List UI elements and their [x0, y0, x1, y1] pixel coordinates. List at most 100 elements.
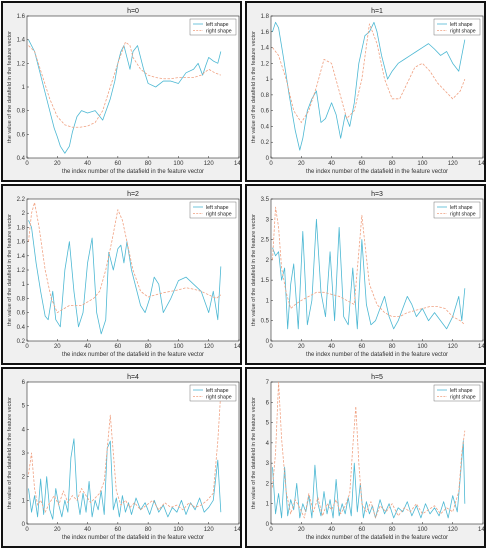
chart-svg: h=1 0 20 40 60 80 100 120 140 0 0.2 0.4 0.6 0.8 1 1.2 1.…	[251, 8, 484, 175]
y-tick-label: 3	[22, 451, 26, 457]
x-tick-label: 140	[478, 527, 484, 533]
x-tick-label: 60	[115, 161, 122, 167]
x-tick-label: 40	[328, 344, 335, 350]
x-tick-label: 20	[54, 527, 61, 533]
chart-svg: h=5 0 20 40 60 80 100 120 140 0 1 2 3 4 5 6 7 the index n…	[251, 374, 484, 541]
x-tick-label: 100	[417, 527, 428, 533]
plot-area	[270, 15, 484, 159]
x-tick-label: 0	[269, 527, 273, 533]
series-line-right-shape	[28, 391, 222, 513]
x-tick-label: 120	[448, 161, 459, 167]
legend-entry: right shape	[206, 211, 232, 217]
legend-entry: left shape	[450, 22, 473, 28]
y-tick-label: 1	[266, 502, 270, 508]
y-tick-label: 1.6	[261, 30, 270, 36]
y-axis-label: the value of the datafield in the featur…	[251, 214, 257, 326]
x-tick-label: 60	[359, 527, 366, 533]
y-tick-label: 1	[22, 498, 26, 504]
series-line-left-shape	[272, 440, 466, 519]
x-tick-label: 20	[298, 161, 305, 167]
legend-entry: left shape	[206, 22, 229, 28]
chart-panel-0: h=0 0 20 40 60 80 100 120 140 0.4 0.6 0.8 1 1.2 1.4 1.6…	[1, 1, 242, 182]
y-tick-label: 3	[266, 461, 270, 467]
y-tick-label: 1.4	[261, 46, 270, 52]
y-axis-label: the value of the datafield in the featur…	[7, 214, 13, 326]
x-tick-label: 100	[173, 161, 184, 167]
chart-title: h=0	[127, 8, 139, 15]
x-tick-label: 140	[478, 161, 484, 167]
x-tick-label: 100	[417, 161, 428, 167]
y-tick-label: 0	[266, 156, 270, 162]
x-tick-label: 20	[298, 527, 305, 533]
x-tick-label: 40	[84, 161, 91, 167]
x-tick-label: 60	[359, 344, 366, 350]
x-tick-label: 20	[54, 161, 61, 167]
y-tick-label: 5	[266, 421, 270, 427]
chart-panel-1: h=1 0 20 40 60 80 100 120 140 0 0.2 0.4 0.6 0.8 1 1.2 1.…	[245, 1, 486, 182]
y-tick-label: 1.2	[261, 61, 270, 67]
legend-box	[189, 18, 237, 36]
y-tick-label: 1.2	[17, 268, 26, 274]
legend-entry: left shape	[450, 205, 473, 211]
legend-entry: left shape	[206, 205, 229, 211]
y-axis-label: the value of the datafield in the featur…	[7, 397, 13, 509]
y-tick-label: 6	[266, 400, 270, 406]
chart-title: h=4	[127, 374, 139, 381]
series-line-left-shape	[28, 438, 222, 520]
y-tick-label: 1.5	[261, 278, 270, 284]
x-tick-label: 140	[234, 527, 240, 533]
x-tick-label: 60	[115, 344, 122, 350]
x-tick-label: 80	[389, 527, 396, 533]
y-tick-label: 1	[22, 85, 26, 91]
x-tick-label: 80	[389, 161, 396, 167]
chart-svg: h=2 0 20 40 60 80 100 120 140 0.2 0.4 0.6 0.8 1 1.2 1.4…	[7, 191, 240, 358]
legend-entry: right shape	[206, 394, 232, 400]
chart-title: h=5	[371, 374, 383, 381]
y-tick-label: 6	[22, 380, 26, 386]
y-tick-label: 0.6	[17, 311, 26, 317]
y-tick-label: 0	[22, 522, 26, 528]
y-tick-label: 4	[266, 441, 270, 447]
legend-entry: right shape	[206, 28, 232, 34]
x-tick-label: 20	[54, 344, 61, 350]
y-tick-label: 2	[266, 258, 270, 264]
x-tick-label: 40	[84, 527, 91, 533]
series-line-right-shape	[28, 202, 222, 313]
x-tick-label: 120	[448, 527, 459, 533]
x-axis-label: the index number of the datafield in the…	[62, 169, 204, 175]
series-line-left-shape	[272, 21, 466, 151]
x-tick-label: 80	[389, 344, 396, 350]
x-axis-label: the index number of the datafield in the…	[306, 535, 448, 541]
x-tick-label: 40	[328, 527, 335, 533]
y-tick-label: 0.5	[261, 319, 270, 325]
x-tick-label: 0	[25, 161, 29, 167]
y-tick-label: 1	[266, 298, 270, 304]
x-tick-label: 120	[204, 161, 215, 167]
series-line-left-shape	[28, 220, 222, 335]
y-tick-label: 3.5	[261, 197, 270, 203]
x-axis-label: the index number of the datafield in the…	[62, 352, 204, 358]
legend-box	[433, 201, 481, 219]
x-tick-label: 140	[234, 344, 240, 350]
series-line-left-shape	[272, 218, 466, 330]
chart-svg: h=4 0 20 40 60 80 100 120 140 0 1 2 3 4 5 6 the index nu…	[7, 374, 240, 541]
series-line-right-shape	[272, 23, 466, 123]
legend-box	[433, 18, 481, 36]
y-tick-label: 0.4	[17, 325, 26, 331]
y-tick-label: 0.2	[261, 140, 270, 146]
series-line-right-shape	[28, 41, 221, 128]
legend-entry: left shape	[450, 388, 473, 394]
x-tick-label: 80	[145, 161, 152, 167]
legend-entry: left shape	[206, 388, 229, 394]
y-tick-label: 0.2	[17, 339, 26, 345]
y-tick-label: 1.8	[17, 225, 26, 231]
chart-svg: h=3 0 20 40 60 80 100 120 140 0 0.5 1 1.5 2 2.5 3 3.5 the…	[251, 191, 484, 358]
x-tick-label: 80	[145, 527, 152, 533]
y-axis-label: the value of the datafield in the featur…	[7, 31, 13, 143]
x-axis-label: the index number of the datafield in the…	[306, 352, 448, 358]
x-tick-label: 60	[359, 161, 366, 167]
